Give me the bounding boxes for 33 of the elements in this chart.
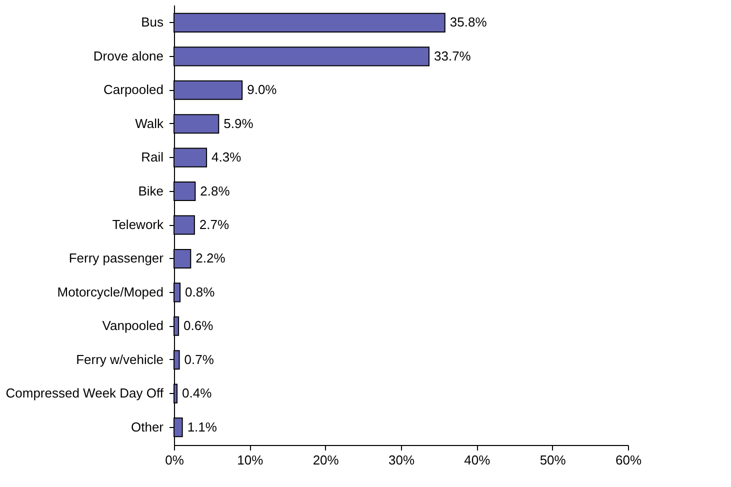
y-tick-label: Carpooled	[104, 82, 164, 98]
data-label: 1.1%	[187, 419, 218, 434]
data-label: 0.7%	[184, 352, 214, 367]
x-tick-label: 20%	[312, 452, 340, 468]
y-tick-label: Bike	[138, 183, 164, 198]
data-label: 33.7%	[434, 48, 472, 64]
y-tick-label: Walk	[135, 116, 164, 131]
data-label: 35.8%	[450, 14, 488, 30]
x-tick-label: 0%	[165, 452, 184, 468]
x-tick-label: 10%	[237, 452, 264, 468]
x-tick-label: 60%	[615, 452, 642, 468]
x-tick-label: 30%	[388, 452, 415, 468]
y-tick-label: Vanpooled	[102, 318, 164, 334]
data-label: 9.0%	[247, 82, 278, 98]
x-tick-label: 50%	[540, 452, 566, 468]
data-label: 4.3%	[212, 150, 242, 165]
data-label: 2.8%	[200, 183, 230, 198]
data-label: 0.6%	[184, 318, 214, 334]
y-tick-label: Telework	[112, 217, 164, 232]
data-label: 5.9%	[224, 116, 254, 131]
y-tick-label: Rail	[141, 150, 164, 165]
y-tick-label: Compressed Week Day Off	[6, 386, 164, 401]
x-tick-label: 40%	[464, 452, 491, 468]
y-tick-label: Ferry passenger	[68, 250, 164, 266]
data-label: 0.8%	[185, 284, 216, 300]
y-tick-label: Other	[130, 419, 164, 434]
y-tick-label: Ferry w/vehicle	[76, 352, 164, 367]
data-label: 0.4%	[182, 386, 212, 401]
y-tick-label: Bus	[141, 14, 164, 30]
y-tick-label: Drove alone	[93, 48, 164, 64]
y-tick-label: Motorcycle/Moped	[57, 284, 164, 300]
data-label: 2.2%	[196, 250, 226, 266]
data-label: 2.7%	[199, 217, 230, 232]
